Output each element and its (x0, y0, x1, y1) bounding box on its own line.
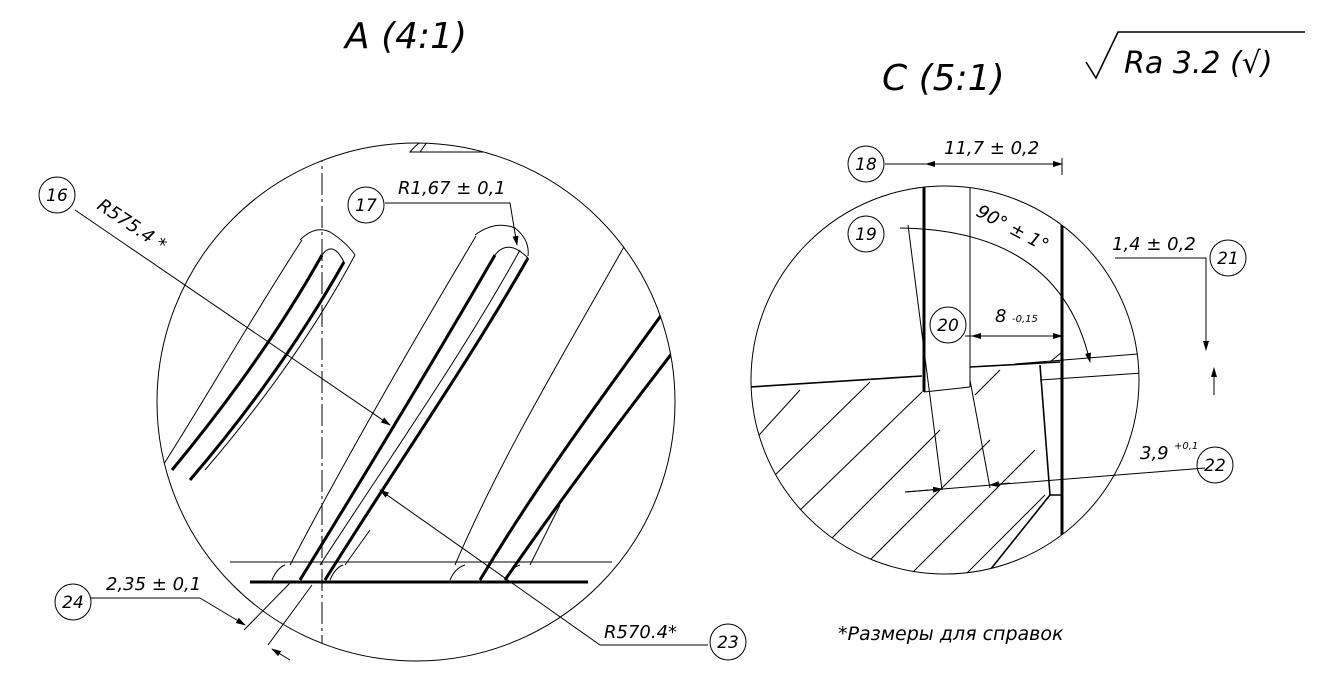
dim-r570: R570.4* (604, 622, 677, 643)
svg-text:24: 24 (62, 593, 84, 613)
dim-1-4: 1,4 ± 0,2 (1112, 234, 1196, 255)
dim-3-9: 3,9 (1140, 443, 1169, 464)
svg-text:21: 21 (1217, 249, 1239, 269)
balloon-24: 24 (54, 583, 92, 621)
dim-2-35: 2,35 ± 0,1 (106, 574, 201, 595)
svg-text:20: 20 (937, 316, 959, 336)
svg-text:22: 22 (1204, 456, 1226, 476)
dim-r575: R575.4 * (93, 195, 170, 256)
dim-11-7: 11,7 ± 0,2 (944, 138, 1039, 159)
dim-r1-67: R1,67 ± 0,1 (398, 178, 506, 199)
reference-dimensions-note: *Размеры для справок (838, 623, 1064, 645)
dim-90-deg: 90° ± 1° (973, 201, 1053, 257)
detail-view-c: 11,7 ± 0,2 90° ± 1° 8 -0,15 1,4 ± 0,2 3,… (750, 138, 1247, 575)
balloon-19: 19 (847, 215, 885, 253)
view-a-boundary-circle (156, 142, 676, 662)
svg-text:23: 23 (717, 633, 739, 653)
surface-finish-symbol: Ra 3.2 (√) (1085, 31, 1305, 81)
view-c-title: C (5:1) (882, 58, 1005, 99)
surface-finish-text: Ra 3.2 (√) (1124, 46, 1273, 81)
svg-text:18: 18 (855, 155, 877, 175)
view-a-geometry (159, 143, 675, 661)
balloon-20: 20 (929, 306, 967, 344)
balloon-21: 21 (1209, 239, 1247, 277)
view-a-title: A (4:1) (343, 16, 467, 57)
svg-text:16: 16 (46, 186, 68, 206)
balloon-23: 23 (709, 623, 747, 661)
balloon-17: 17 (347, 186, 385, 224)
svg-text:19: 19 (855, 225, 877, 245)
balloon-22: 22 (1196, 446, 1234, 484)
detail-view-a: R575.4 * R1,67 ± 0,1 R570.4* 2,35 ± 0,1 … (38, 142, 747, 662)
view-c-geometry (751, 186, 1139, 574)
balloon-16: 16 (38, 176, 76, 214)
dim-8: 8 (995, 306, 1006, 327)
dim-8-tolerance: -0,15 (1012, 314, 1038, 325)
svg-text:17: 17 (355, 196, 377, 216)
view-c-boundary-circle (750, 185, 1140, 575)
balloon-18: 18 (847, 145, 885, 183)
dim-3-9-tolerance: +0,1 (1174, 441, 1198, 452)
